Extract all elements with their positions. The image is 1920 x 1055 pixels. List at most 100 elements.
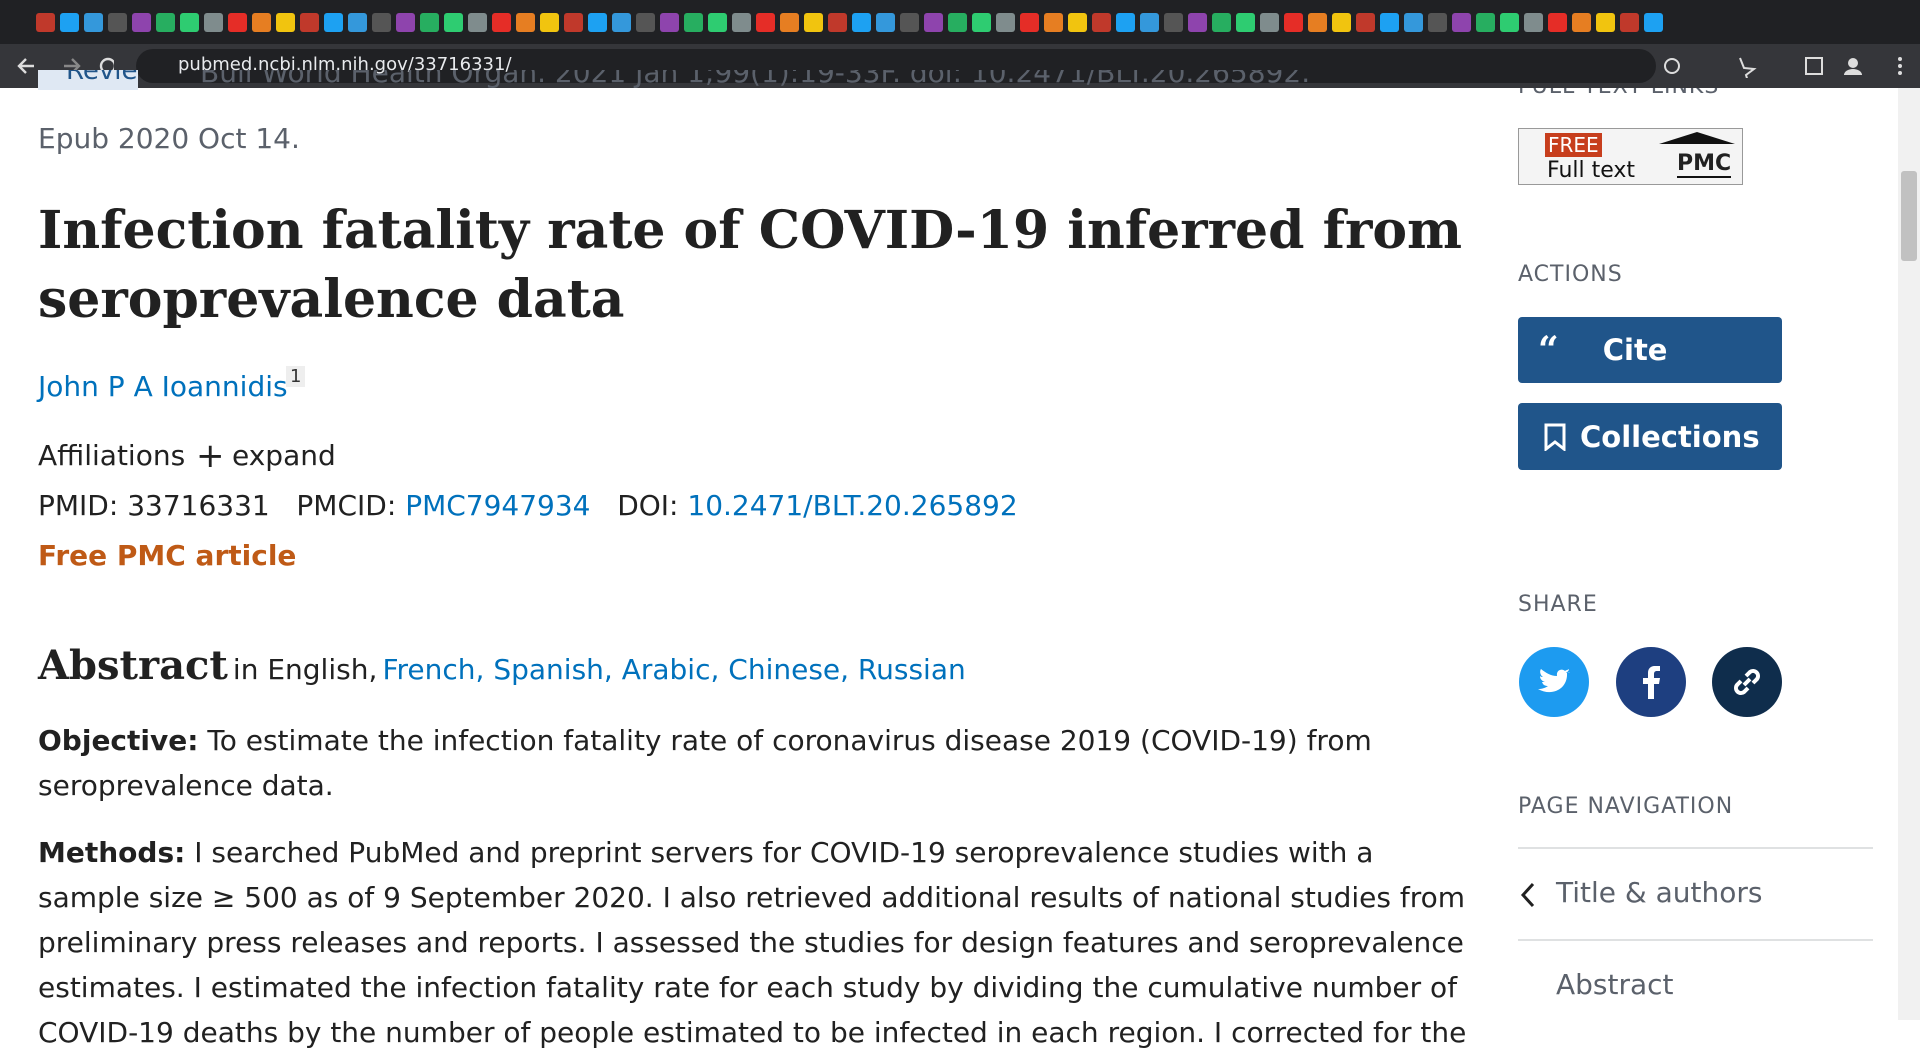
tab-favicon[interactable] <box>1380 12 1399 32</box>
tab-favicon[interactable] <box>492 12 511 32</box>
tab-favicon[interactable] <box>972 12 991 32</box>
tab-favicon[interactable] <box>204 12 223 32</box>
collections-button[interactable]: Collections <box>1518 403 1782 470</box>
languages[interactable]: French, Spanish, Arabic, Chinese, Russia… <box>382 653 966 686</box>
scroll-thumb[interactable] <box>1901 171 1917 261</box>
twitter-share[interactable] <box>1519 647 1589 717</box>
tab-favicon[interactable] <box>900 12 919 32</box>
tab-favicon[interactable] <box>180 12 199 32</box>
tab-favicon[interactable] <box>132 12 151 32</box>
tab-favicon[interactable] <box>276 12 295 32</box>
tab-favicon[interactable] <box>564 12 583 32</box>
tab-favicon[interactable] <box>444 12 463 32</box>
tab-favicon[interactable] <box>1476 12 1495 32</box>
tab-favicon[interactable] <box>660 12 679 32</box>
tab-favicon[interactable] <box>420 12 439 32</box>
tab-favicon[interactable] <box>1644 12 1663 32</box>
tab-favicon[interactable] <box>612 12 631 32</box>
author-sup[interactable]: 1 <box>286 366 306 387</box>
actions-heading: ACTIONS <box>1518 262 1623 287</box>
tab-favicon[interactable] <box>684 12 703 32</box>
tab-favicon[interactable] <box>1596 12 1615 32</box>
tab-favicon[interactable] <box>1020 12 1039 32</box>
title: Infection fatality rate of COVID-19 infe… <box>38 196 1462 334</box>
ids: PMID: 33716331 PMCID: PMC7947934 DOI: 10… <box>38 489 1018 522</box>
tab-favicon[interactable] <box>1284 12 1303 32</box>
tab-favicon[interactable] <box>588 12 607 32</box>
expand-icon[interactable]: + <box>196 436 225 476</box>
tab-favicon[interactable] <box>252 12 271 32</box>
tab-favicon[interactable] <box>1188 12 1207 32</box>
tab-favicon[interactable] <box>156 12 175 32</box>
tab-favicon[interactable] <box>36 12 55 32</box>
tab-favicon[interactable] <box>1236 12 1255 32</box>
abstract-heading: Abstract <box>38 642 228 689</box>
nav-item[interactable]: Title & authors <box>1556 876 1763 909</box>
tab-favicon[interactable] <box>372 12 391 32</box>
tab-favicon[interactable] <box>1164 12 1183 32</box>
omnibox[interactable]: pubmed.ncbi.nlm.nih.gov/33716331/ <box>136 49 1656 83</box>
tab-favicon[interactable] <box>300 12 319 32</box>
tab-favicon[interactable] <box>636 12 655 32</box>
tab-favicon[interactable] <box>324 12 343 32</box>
tab-favicon[interactable] <box>1332 12 1351 32</box>
tab-favicon[interactable] <box>1308 12 1327 32</box>
author[interactable]: John P A Ioannidis <box>38 370 288 403</box>
tab-favicon[interactable] <box>1524 12 1543 32</box>
text-line: I searched PubMed and preprint servers f… <box>194 836 1374 869</box>
in-english: in English, <box>232 653 378 686</box>
collections-label: Collections <box>1580 419 1760 454</box>
tab-favicon[interactable] <box>1068 12 1087 32</box>
tab-favicon[interactable] <box>876 12 895 32</box>
tab-favicon[interactable] <box>1572 12 1591 32</box>
citation: Bull World Health Organ. 2021 Jan 1;99(1… <box>200 70 1311 89</box>
tab-favicon[interactable] <box>348 12 367 32</box>
tab-favicon[interactable] <box>996 12 1015 32</box>
tab-favicon[interactable] <box>852 12 871 32</box>
pmcid[interactable]: PMC7947934 <box>405 489 591 522</box>
tab-favicon[interactable] <box>1140 12 1159 32</box>
tab-favicon[interactable] <box>804 12 823 32</box>
tab-favicon[interactable] <box>780 12 799 32</box>
tab-favicon[interactable] <box>1356 12 1375 32</box>
tab-favicon[interactable] <box>516 12 535 32</box>
tab-favicon[interactable] <box>828 12 847 32</box>
abstract-heading-row: Abstract in English, French, Spanish, Ar… <box>38 642 966 689</box>
tab-favicon[interactable] <box>1500 12 1519 32</box>
tab-favicon[interactable] <box>732 12 751 32</box>
nav-item[interactable]: Abstract <box>1556 968 1674 1001</box>
divider <box>1518 847 1873 849</box>
tab-favicon[interactable] <box>1452 12 1471 32</box>
tab-favicon[interactable] <box>396 12 415 32</box>
pmc-link[interactable]: FREE Full text PMC <box>1518 128 1743 185</box>
tab-favicon[interactable] <box>1428 12 1447 32</box>
doi[interactable]: 10.2471/BLT.20.265892 <box>687 489 1018 522</box>
tab-favicon[interactable] <box>924 12 943 32</box>
facebook-share[interactable] <box>1616 647 1686 717</box>
tab-favicon[interactable] <box>708 12 727 32</box>
tab-favicon[interactable] <box>60 12 79 32</box>
title-line: Infection fatality rate of COVID-19 infe… <box>38 200 1463 261</box>
text-line: seroprevalence data. <box>38 769 334 802</box>
tab-favicon[interactable] <box>228 12 247 32</box>
tab-favicon[interactable] <box>1260 12 1279 32</box>
tab-favicon[interactable] <box>1212 12 1231 32</box>
tab-favicon[interactable] <box>540 12 559 32</box>
tab-favicon[interactable] <box>1044 12 1063 32</box>
tab-favicon[interactable] <box>756 12 775 32</box>
copy-link[interactable] <box>1712 647 1782 717</box>
expand[interactable]: expand <box>232 439 336 472</box>
free-pmc[interactable]: Free PMC article <box>38 539 297 572</box>
tab-favicon[interactable] <box>84 12 103 32</box>
tab-favicon[interactable] <box>1548 12 1567 32</box>
tab-favicon[interactable] <box>948 12 967 32</box>
tab-favicon[interactable] <box>1404 12 1423 32</box>
cite-button[interactable]: “Cite <box>1518 317 1782 383</box>
tab-favicon[interactable] <box>468 12 487 32</box>
tab-favicon[interactable] <box>1092 12 1111 32</box>
tab-favicon[interactable] <box>1620 12 1639 32</box>
tab-favicon[interactable] <box>108 12 127 32</box>
toolbar-icons[interactable] <box>1660 54 1910 78</box>
tab-favicon[interactable] <box>1116 12 1135 32</box>
scrollbar <box>1898 88 1920 1020</box>
